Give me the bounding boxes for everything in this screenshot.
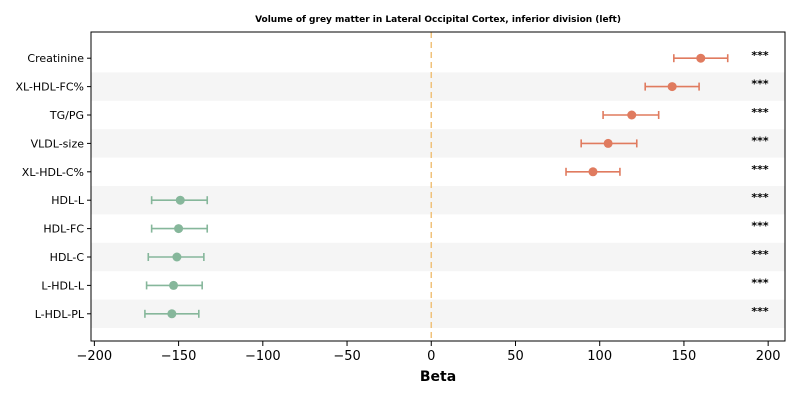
category-label: L-HDL-L <box>41 279 85 292</box>
row-bands <box>91 72 785 328</box>
x-tick-label: 150 <box>672 349 697 364</box>
row-band <box>91 129 785 158</box>
beta-point <box>175 195 185 205</box>
data-marks <box>144 53 729 319</box>
row-band <box>91 299 785 328</box>
category-label: L-HDL-PL <box>35 308 85 321</box>
significance-label: *** <box>751 248 769 261</box>
plot-frame <box>90 31 786 342</box>
x-tick-label: −50 <box>333 349 360 364</box>
x-axis-ticks: −200 −150 −100 −50 0 50 100 150 200 <box>77 341 781 364</box>
beta-point <box>172 252 182 262</box>
x-tick-label: 50 <box>507 349 524 364</box>
significance-label: *** <box>751 163 769 176</box>
significance-label: *** <box>751 220 769 233</box>
significance-label: *** <box>751 49 769 62</box>
x-tick-label: −100 <box>245 349 281 364</box>
beta-point <box>588 167 598 177</box>
significance-label: *** <box>751 78 769 91</box>
category-label: VLDL-size <box>31 137 85 150</box>
category-label: HDL-C <box>50 251 85 264</box>
x-tick-label: −150 <box>161 349 197 364</box>
beta-point <box>603 138 613 148</box>
x-tick-label: 200 <box>756 349 781 364</box>
significance-label: *** <box>751 134 769 147</box>
category-label: Creatinine <box>27 52 84 65</box>
x-tick-label: 0 <box>427 349 435 364</box>
significance-labels: *** *** *** *** *** *** *** *** *** *** <box>751 49 769 318</box>
beta-point <box>696 53 706 63</box>
beta-point <box>169 280 179 290</box>
significance-label: *** <box>751 106 769 119</box>
x-tick-label: −200 <box>77 349 113 364</box>
significance-label: *** <box>751 305 769 318</box>
beta-point <box>627 110 637 120</box>
category-label: XL-HDL-C% <box>22 166 84 179</box>
category-label: TG/PG <box>49 109 84 122</box>
category-labels: Creatinine XL-HDL-FC% TG/PG VLDL-size XL-HDL… <box>15 52 91 321</box>
x-tick-label: 100 <box>587 349 612 364</box>
category-label: HDL-L <box>51 194 85 207</box>
chart-title: Volume of grey matter in Lateral Occipit… <box>255 15 621 25</box>
significance-label: *** <box>751 276 769 289</box>
x-axis-label: Beta <box>420 369 456 385</box>
significance-label: *** <box>751 191 769 204</box>
row-band <box>91 242 785 272</box>
beta-point <box>167 309 177 319</box>
category-label: XL-HDL-FC% <box>15 81 84 94</box>
beta-point <box>174 224 184 234</box>
beta-point <box>667 82 677 92</box>
category-label: HDL-FC <box>43 223 84 236</box>
